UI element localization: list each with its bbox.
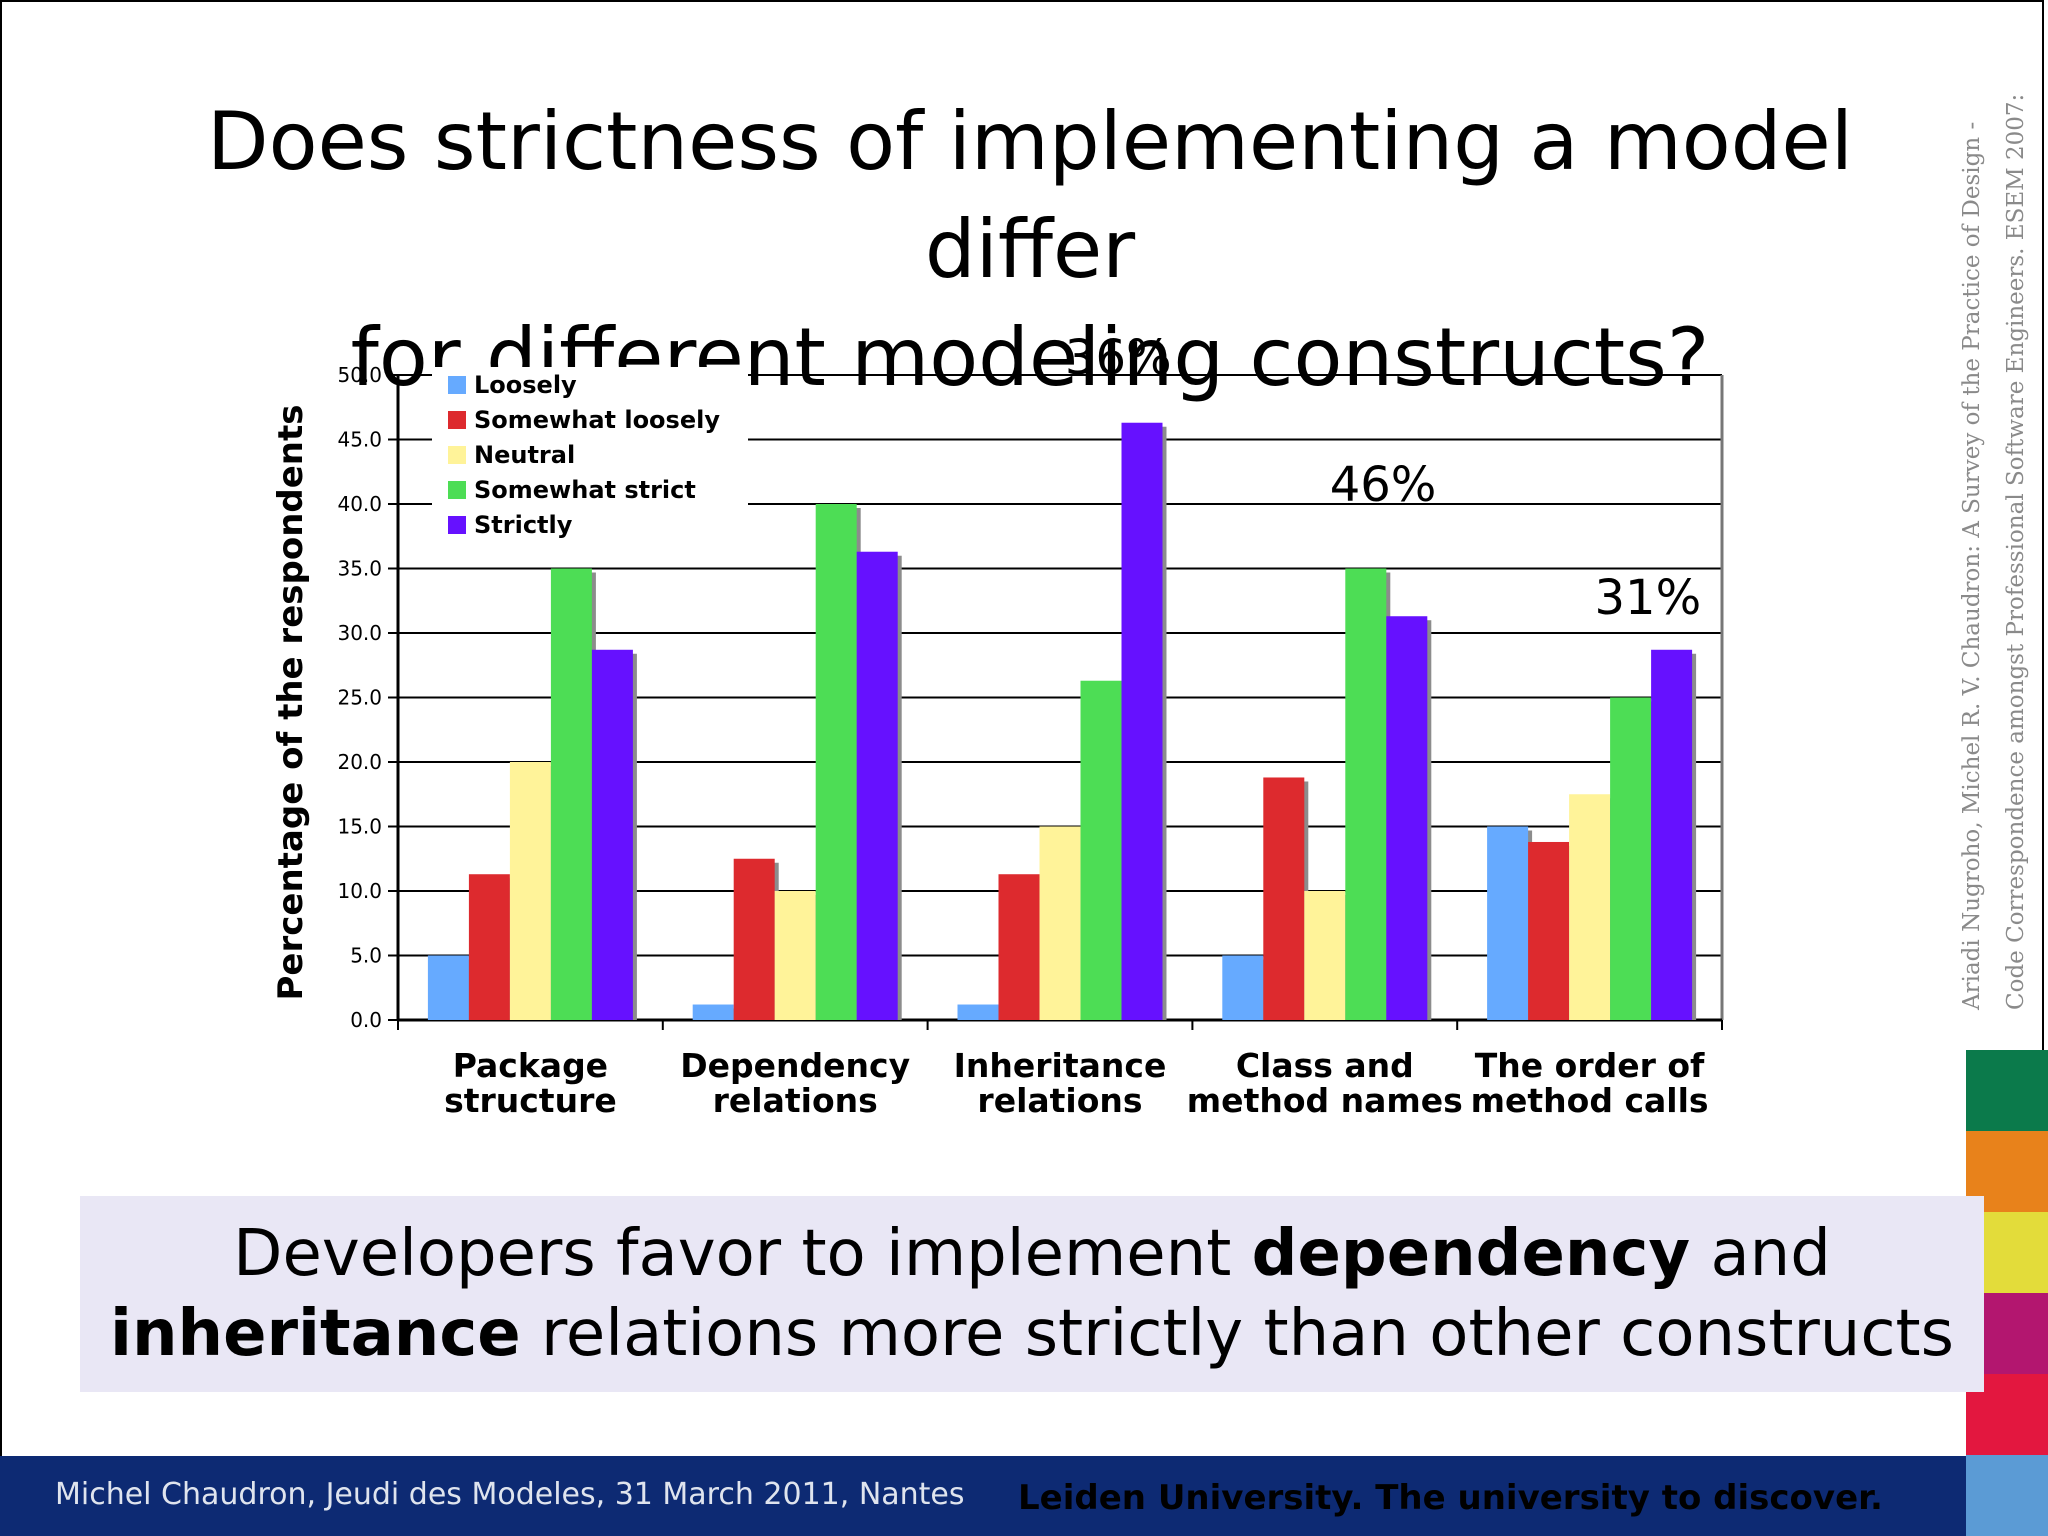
bar (1263, 777, 1305, 1020)
y-tick-label: 5.0 (350, 944, 382, 968)
conclusion-text: Developers favor to implement (233, 1217, 1252, 1291)
bar (1386, 616, 1428, 1020)
x-tick-label: relations (977, 1081, 1142, 1120)
bar (1039, 826, 1081, 1020)
bar (427, 955, 469, 1020)
y-tick-label: 10.0 (337, 879, 382, 903)
conclusion-bold: inheritance (110, 1297, 521, 1371)
bar (1080, 680, 1122, 1020)
bar (509, 762, 551, 1020)
legend-label: Somewhat strict (474, 476, 696, 504)
legend-label: Loosely (474, 371, 577, 399)
bar (468, 874, 510, 1020)
footer-university: Leiden University. The university to dis… (1018, 1478, 1883, 1518)
bar (815, 504, 857, 1020)
legend-swatch (448, 411, 466, 429)
legend-label: Strictly (474, 511, 573, 539)
conclusion-box: Developers favor to implement dependency… (80, 1196, 1984, 1392)
bar (856, 551, 898, 1020)
y-tick-label: 20.0 (337, 750, 382, 774)
bar (1651, 649, 1693, 1020)
bar (1528, 841, 1570, 1020)
conclusion-text: relations more strictly than other const… (520, 1297, 1954, 1371)
conclusion-line-2: inheritance relations more strictly than… (110, 1294, 1954, 1374)
legend-label: Somewhat loosely (474, 406, 720, 434)
bar (957, 1004, 999, 1020)
y-tick-label: 15.0 (337, 815, 382, 839)
color-strip-block (1966, 1050, 2048, 1131)
x-tick-label: Class and (1236, 1046, 1414, 1085)
x-tick-label: Inheritance (954, 1046, 1167, 1085)
bar (1487, 826, 1529, 1020)
y-tick-label: 35.0 (337, 557, 382, 581)
bar (692, 1004, 734, 1020)
bar (550, 568, 592, 1020)
annotation-label: 46% (1330, 457, 1437, 513)
bar (1304, 891, 1346, 1020)
y-tick-label: 50.0 (337, 363, 382, 387)
bar (733, 858, 775, 1020)
bar (1222, 955, 1264, 1020)
bar (1610, 697, 1652, 1020)
x-tick-label: relations (713, 1081, 878, 1120)
slide-title-line-1: Does strictness of implementing a model … (207, 95, 1853, 296)
citation-line-1: Ariadi Nugroho, Michel R. V. Chaudron: A… (1959, 121, 1985, 1010)
y-tick-label: 25.0 (337, 686, 382, 710)
y-tick-label: 45.0 (337, 428, 382, 452)
bar (998, 874, 1040, 1020)
y-tick-label: 40.0 (337, 492, 382, 516)
x-tick-label: structure (444, 1081, 617, 1120)
citation: Ariadi Nugroho, Michel R. V. Chaudron: A… (1950, 90, 2038, 1010)
annotation-label: 36% (1065, 330, 1172, 386)
bar-chart: 0.0 5.0 10.0 15.0 20.0 25.0 30.0 35.0 40.0 45.0 50… (271, 330, 1724, 1120)
bar (591, 649, 633, 1020)
conclusion-bold: dependency (1251, 1217, 1691, 1291)
conclusion-text: and (1690, 1217, 1831, 1291)
footer-presenter: Michel Chaudron, Jeudi des Modeles, 31 M… (55, 1477, 965, 1512)
y-tick-label: 30.0 (337, 621, 382, 645)
slide-title: Does strictness of implementing a model … (90, 88, 1970, 412)
legend-box (432, 367, 748, 547)
x-tick-label: method calls (1471, 1081, 1709, 1120)
bar (1569, 794, 1611, 1020)
legend-label: Neutral (474, 441, 575, 469)
color-strip-block (1966, 1455, 2048, 1536)
footer-bar (0, 1456, 1966, 1536)
bar (1121, 422, 1163, 1021)
legend-swatch (448, 481, 466, 499)
x-tick-label: Dependency (680, 1046, 910, 1085)
y-axis-label: Percentage of the respondents (271, 405, 311, 1001)
x-tick-label: The order of (1475, 1046, 1705, 1085)
bar (774, 891, 816, 1020)
legend-swatch (448, 516, 466, 534)
x-tick-label: method names (1187, 1081, 1463, 1120)
x-tick-label: Package (453, 1046, 608, 1085)
legend-swatch (448, 446, 466, 464)
conclusion-line-1: Developers favor to implement dependency… (233, 1214, 1831, 1294)
annotation-label: 31% (1595, 570, 1702, 626)
citation-line-2: Code Correspondence amongst Professional… (2003, 93, 2029, 1010)
bar (1345, 568, 1387, 1020)
legend-swatch (448, 376, 466, 394)
y-tick-label: 0.0 (350, 1008, 382, 1032)
